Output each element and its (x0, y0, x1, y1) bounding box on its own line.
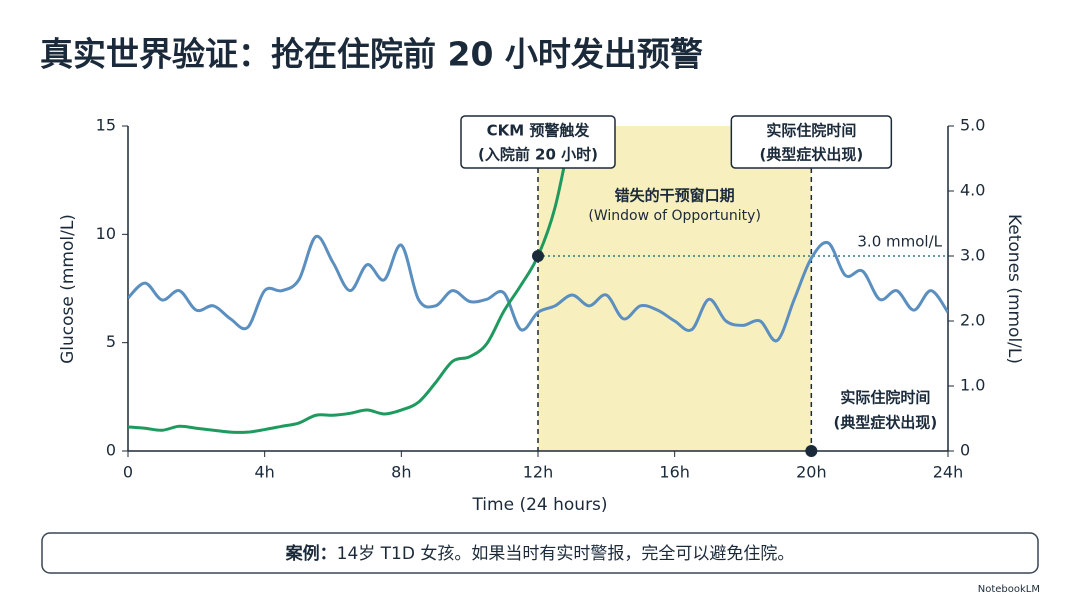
brand: NotebookLM (978, 584, 1040, 595)
event-note: (典型症状出现) (833, 414, 937, 432)
series-line (128, 234, 948, 343)
y2-tick-label: 0 (960, 441, 970, 460)
y2-axis-label: Ketones (mmol/L) (1004, 214, 1024, 364)
y-axis-label: Glucose (mmol/L) (58, 214, 78, 364)
x-tick-label: 24h (933, 463, 964, 482)
event-label: 实际住院时间 (766, 122, 856, 140)
event-marker (532, 250, 544, 262)
series-line (128, 126, 574, 434)
x-tick-label: 12h (523, 463, 554, 482)
y-tick-label: 5 (106, 332, 116, 351)
event-label: CKM 预警触发 (487, 122, 591, 140)
window-shade (538, 126, 812, 451)
event-note: 实际住院时间 (840, 389, 930, 407)
footer-label: 案例： (285, 543, 337, 564)
footer-box (41, 532, 1039, 574)
footer: 案例：14岁 T1D 女孩。如果当时有实时警报，完全可以避免住院。 (285, 543, 795, 564)
y2-tick-label: 3.0 (960, 246, 985, 265)
x-tick-label: 20h (796, 463, 827, 482)
y-tick-label: 15 (96, 116, 116, 135)
y2-tick-label: 1.0 (960, 376, 985, 395)
x-tick-label: 16h (659, 463, 690, 482)
threshold-label: 3.0 mmol/L (857, 233, 942, 251)
footer-text: 14岁 T1D 女孩。如果当时有实时警报，完全可以避免住院。 (337, 544, 795, 564)
event-marker (805, 445, 818, 457)
y2-tick-label: 2.0 (960, 311, 985, 330)
event-box (730, 115, 893, 169)
title: 真实世界验证：抢在住院前 20 小时发出预警 (40, 35, 703, 74)
x-tick-label: 0 (123, 463, 133, 482)
event-label: (典型症状出现) (759, 146, 863, 164)
y-tick-label: 0 (106, 441, 116, 460)
y-tick-label: 10 (96, 224, 116, 243)
x-tick-label: 8h (391, 463, 411, 482)
window-label: 错失的干预窗口期 (615, 187, 735, 205)
y2-tick-label: 4.0 (960, 181, 985, 200)
x-axis-label: Time (24 hours) (471, 495, 607, 515)
event-box (460, 115, 616, 169)
window-sublabel: (Window of Opportunity) (588, 208, 761, 224)
x-tick-label: 4h (255, 463, 275, 482)
y2-tick-label: 5.0 (960, 116, 985, 135)
plot (128, 126, 948, 434)
event-label: (入院前 20 小时) (478, 146, 598, 164)
